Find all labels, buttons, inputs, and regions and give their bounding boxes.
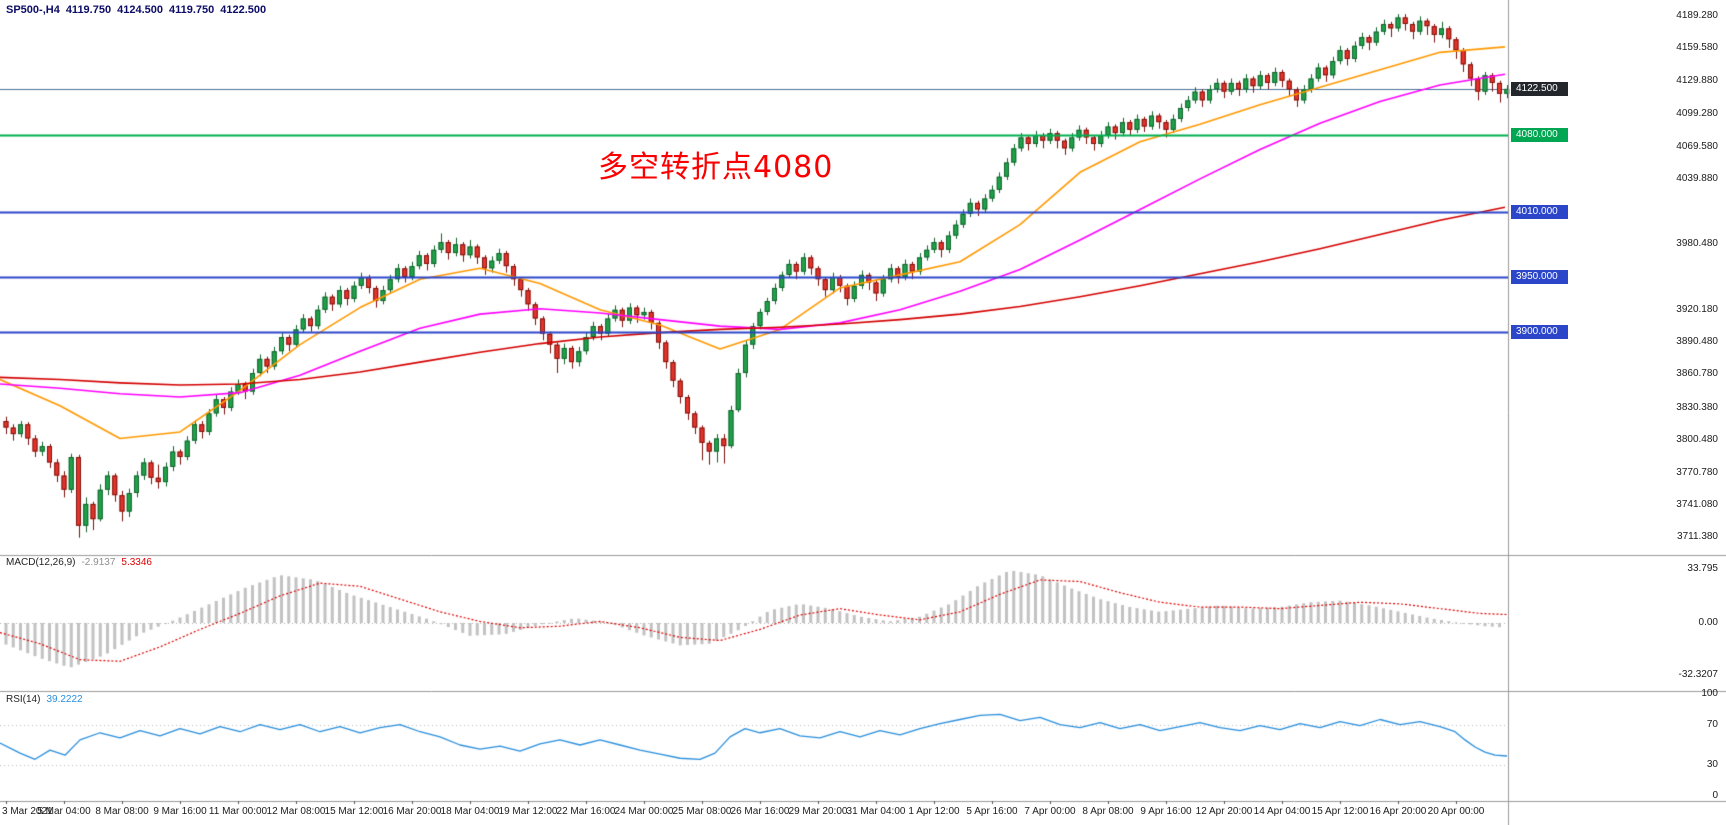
macd-main-value: -2.9137	[81, 557, 116, 568]
time-tick-label: 22 Mar 16:00	[556, 806, 616, 817]
price-tick-label: 4129.880	[1676, 74, 1718, 86]
time-tick-label: 31 Mar 04:00	[846, 806, 906, 817]
rsi-tick-label: 30	[1706, 759, 1718, 771]
rsi-tick-label: 70	[1706, 718, 1718, 730]
price-tick-label: 4039.880	[1676, 173, 1718, 184]
price-tick-label: 3741.080	[1676, 498, 1718, 510]
price-tick-label: 3890.480	[1676, 335, 1718, 347]
time-tick-label: 5 Mar 04:00	[37, 806, 91, 817]
price-level-badge[interactable]: 4080.000	[1511, 128, 1568, 143]
symbol-timeframe-label: SP500-,H4	[6, 4, 60, 16]
rsi-value: 39.2222	[46, 694, 83, 705]
time-tick-label: 3 Mar 2021	[2, 806, 53, 817]
time-tick-label: 18 Mar 04:00	[440, 806, 500, 817]
macd-signal-value: 5.3346	[121, 557, 152, 568]
ohlc-open: 4119.750	[65, 4, 112, 16]
chart-title: SP500-,H4 4119.750 4124.500 4119.750 4122.50…	[6, 4, 272, 16]
price-level-badge[interactable]: 3900.000	[1511, 324, 1568, 339]
macd-tick-label: -32.3207	[1678, 668, 1718, 680]
price-tick-label: 4159.580	[1676, 42, 1718, 54]
time-tick-label: 12 Apr 20:00	[1195, 806, 1253, 817]
time-tick-label: 14 Apr 04:00	[1253, 806, 1311, 817]
price-level-badge[interactable]: 3950.000	[1511, 270, 1568, 285]
time-tick-label: 1 Apr 12:00	[908, 806, 960, 817]
time-tick-label: 16 Apr 20:00	[1369, 806, 1427, 817]
time-tick-label: 16 Mar 20:00	[382, 806, 442, 817]
macd-tick-label: 33.795	[1687, 563, 1718, 575]
time-tick-label: 20 Apr 00:00	[1427, 806, 1485, 817]
price-tick-label: 3920.180	[1676, 303, 1718, 315]
price-tick-label: 3830.380	[1676, 401, 1718, 413]
price-tick-label: 3860.780	[1676, 368, 1718, 380]
time-tick-label: 29 Mar 20:00	[788, 806, 848, 817]
ohlc-high: 4124.500	[117, 4, 163, 16]
rsi-indicator-label: RSI(14) 39.2222	[6, 694, 89, 705]
time-tick-label: 12 Mar 08:00	[266, 806, 326, 817]
time-tick-label: 11 Mar 00:00	[208, 806, 268, 817]
time-tick-label: 5 Apr 16:00	[966, 806, 1018, 817]
time-tick-label: 15 Apr 12:00	[1311, 806, 1369, 817]
ohlc-close: 4122.500	[220, 4, 267, 16]
price-tick-label: 3770.780	[1676, 466, 1718, 478]
price-tick-label: 3800.480	[1676, 434, 1718, 446]
time-tick-label: 25 Mar 08:00	[672, 806, 732, 817]
macd-tick-label: 0.00	[1698, 617, 1718, 628]
time-tick-label: 7 Apr 00:00	[1024, 806, 1076, 817]
time-tick-label: 8 Mar 08:00	[95, 806, 149, 817]
macd-indicator-label: MACD(12,26,9) -2.9137 5.3346	[6, 557, 158, 568]
time-tick-label: 24 Mar 00:00	[614, 806, 674, 817]
chart-annotation-text[interactable]: 多空转折点4080	[598, 150, 834, 185]
time-tick-label: 26 Mar 16:00	[730, 806, 790, 817]
rsi-tick-label: 0	[1712, 790, 1718, 801]
rsi-name: RSI(14)	[6, 694, 41, 705]
time-tick-label: 9 Apr 16:00	[1140, 806, 1192, 817]
price-tick-label: 4189.280	[1676, 10, 1718, 22]
price-tick-label: 4099.280	[1676, 108, 1718, 120]
time-tick-label: 9 Mar 16:00	[153, 806, 207, 817]
rsi-tick-label: 100	[1701, 688, 1718, 699]
price-level-badge[interactable]: 4122.500	[1511, 81, 1568, 96]
price-level-badge[interactable]: 4010.000	[1511, 204, 1568, 219]
macd-name: MACD(12,26,9)	[6, 557, 76, 568]
time-tick-label: 19 Mar 12:00	[498, 806, 558, 817]
price-tick-label: 3711.380	[1677, 531, 1718, 543]
time-tick-label: 8 Apr 08:00	[1082, 806, 1134, 817]
ohlc-low: 4119.750	[168, 4, 215, 16]
price-tick-label: 3980.480	[1676, 237, 1718, 249]
time-tick-label: 15 Mar 12:00	[324, 806, 384, 817]
price-tick-label: 4069.580	[1676, 140, 1718, 152]
